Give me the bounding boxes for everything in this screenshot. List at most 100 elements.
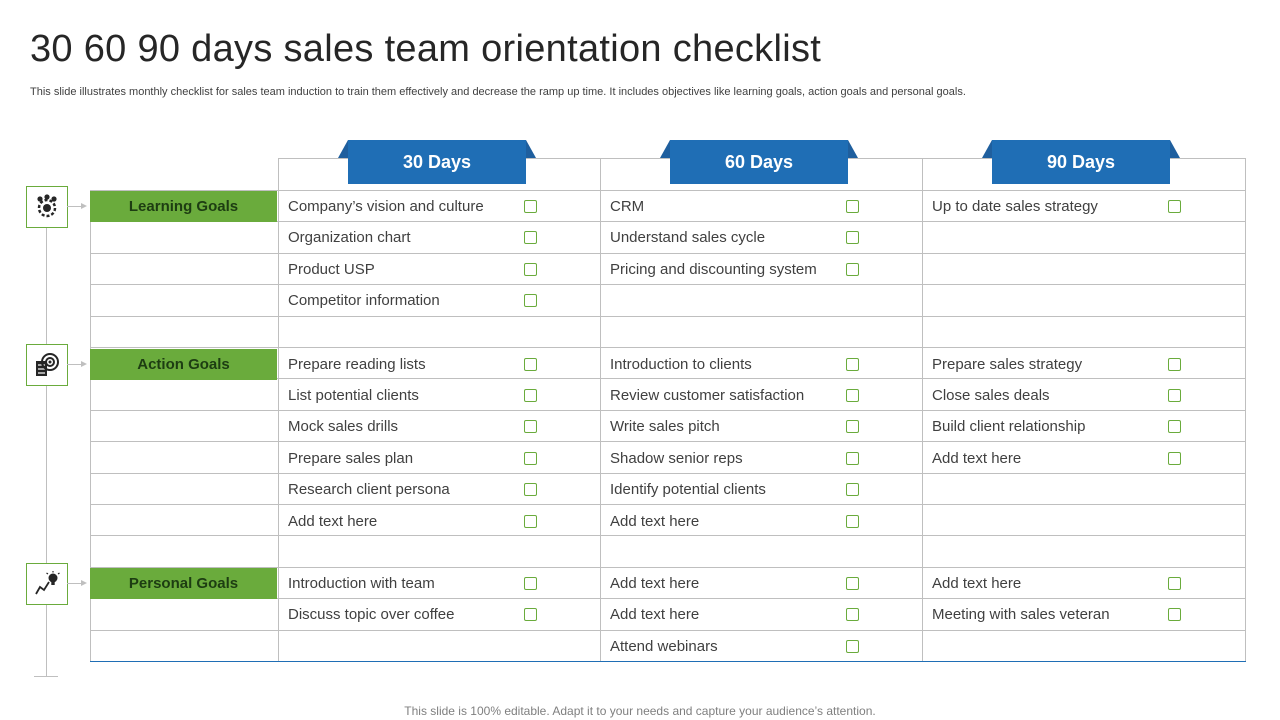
checklist-item-text: Prepare reading lists bbox=[288, 355, 426, 373]
grid-line bbox=[90, 504, 1245, 505]
day-header-label: 90 Days bbox=[992, 140, 1170, 184]
checklist-item-text: Shadow senior reps bbox=[610, 449, 743, 467]
checkbox[interactable] bbox=[1168, 388, 1181, 402]
checkbox[interactable] bbox=[1168, 357, 1181, 371]
checklist-item-text: Add text here bbox=[610, 512, 700, 530]
checkbox[interactable] bbox=[524, 388, 537, 402]
checklist-item-text: Discuss topic over coffee bbox=[288, 606, 455, 624]
grid-line bbox=[90, 378, 1245, 379]
checklist-item: Organization chart bbox=[288, 222, 600, 253]
checklist-item: Discuss topic over coffee bbox=[288, 599, 600, 630]
checkbox[interactable] bbox=[524, 294, 537, 308]
grid-line bbox=[90, 347, 1245, 348]
checklist-item-text: Introduction with team bbox=[288, 575, 435, 592]
checklist-item-text: Add text here bbox=[932, 575, 1022, 592]
checkbox[interactable] bbox=[1168, 577, 1181, 590]
checkbox[interactable] bbox=[846, 608, 859, 622]
grid-line bbox=[600, 158, 601, 661]
grid-line bbox=[90, 410, 1245, 411]
checklist-item-text: Organization chart bbox=[288, 229, 411, 247]
checklist-item: Product USP bbox=[288, 254, 600, 285]
connector-line bbox=[46, 227, 47, 677]
checklist-item: Introduction with team bbox=[288, 568, 600, 599]
grid-line bbox=[922, 158, 923, 661]
checklist-item: Add text here bbox=[610, 568, 922, 599]
arrow-learning bbox=[67, 203, 87, 209]
checkbox[interactable] bbox=[524, 262, 537, 276]
checkbox[interactable] bbox=[846, 357, 859, 371]
grid-line bbox=[90, 630, 1245, 631]
checkbox[interactable] bbox=[524, 577, 537, 590]
checkbox[interactable] bbox=[846, 262, 859, 276]
checklist-item: Close sales deals bbox=[932, 380, 1245, 411]
goal-label: Action Goals bbox=[90, 348, 277, 380]
checkbox[interactable] bbox=[1168, 420, 1181, 434]
checkbox[interactable] bbox=[846, 514, 859, 528]
checklist-item: Add text here bbox=[610, 506, 922, 537]
checkbox[interactable] bbox=[524, 483, 537, 497]
checklist-item-text: Add text here bbox=[610, 606, 700, 624]
checklist-item: Meeting with sales veteran bbox=[932, 599, 1245, 630]
checklist-item-text: Add text here bbox=[610, 575, 700, 592]
checkbox[interactable] bbox=[1168, 451, 1181, 465]
grid-line bbox=[90, 316, 1245, 317]
checklist-item: CRM bbox=[610, 191, 922, 222]
checkbox[interactable] bbox=[524, 514, 537, 528]
checklist-item-text: Prepare sales plan bbox=[288, 449, 414, 467]
arrow-personal bbox=[67, 580, 87, 586]
checklist-item-text: Add text here bbox=[288, 512, 378, 530]
checkbox[interactable] bbox=[846, 420, 859, 434]
checklist-item: Prepare sales strategy bbox=[932, 349, 1245, 380]
grid-line bbox=[90, 441, 1245, 442]
page-subtitle: This slide illustrates monthly checklist… bbox=[30, 86, 966, 98]
checkbox[interactable] bbox=[846, 577, 859, 590]
team-gear-icon bbox=[26, 186, 68, 228]
checklist-item-text: CRM bbox=[610, 198, 645, 215]
checkbox[interactable] bbox=[846, 231, 859, 245]
checklist-item: Add text here bbox=[288, 506, 600, 537]
day-header: 60 Days bbox=[660, 140, 858, 184]
checklist-item-text: Identify potential clients bbox=[610, 481, 766, 499]
grid-line bbox=[90, 473, 1245, 474]
checkbox[interactable] bbox=[524, 231, 537, 245]
checklist-item-text: Meeting with sales veteran bbox=[932, 606, 1110, 624]
checkbox[interactable] bbox=[846, 200, 859, 213]
table-bottom-border bbox=[90, 661, 1246, 662]
checkbox[interactable] bbox=[524, 608, 537, 622]
grid-line bbox=[278, 158, 279, 661]
day-header-label: 30 Days bbox=[348, 140, 526, 184]
checkbox[interactable] bbox=[524, 451, 537, 465]
checklist-item-text: Add text here bbox=[932, 449, 1022, 467]
checklist-item-text: Understand sales cycle bbox=[610, 229, 766, 247]
checklist-item-text: Prepare sales strategy bbox=[932, 355, 1083, 373]
checklist-item-text: Pricing and discounting system bbox=[610, 260, 817, 278]
checklist-item: Company’s vision and culture bbox=[288, 191, 600, 222]
checkbox[interactable] bbox=[1168, 200, 1181, 213]
grid-line bbox=[1245, 158, 1246, 661]
checkbox[interactable] bbox=[846, 483, 859, 497]
grid-line bbox=[90, 535, 1245, 536]
checklist-item-text: Research client persona bbox=[288, 481, 450, 499]
checklist-item: Prepare sales plan bbox=[288, 443, 600, 474]
checkbox[interactable] bbox=[846, 451, 859, 465]
day-header: 90 Days bbox=[982, 140, 1180, 184]
checklist-item: Pricing and discounting system bbox=[610, 254, 922, 285]
checkbox[interactable] bbox=[846, 639, 859, 653]
growth-bulb-icon bbox=[26, 563, 68, 605]
checkbox[interactable] bbox=[524, 357, 537, 371]
checklist-item: List potential clients bbox=[288, 380, 600, 411]
checklist-item: Add text here bbox=[932, 443, 1245, 474]
checklist-item-text: Build client relationship bbox=[932, 418, 1086, 436]
checkbox[interactable] bbox=[846, 388, 859, 402]
checkbox[interactable] bbox=[524, 200, 537, 213]
day-header-label: 60 Days bbox=[670, 140, 848, 184]
connector-base bbox=[34, 676, 58, 677]
goal-label: Personal Goals bbox=[90, 568, 277, 599]
checkbox[interactable] bbox=[1168, 608, 1181, 622]
checklist-item: Add text here bbox=[610, 599, 922, 630]
checklist-item-text: Company’s vision and culture bbox=[288, 198, 484, 215]
grid-line bbox=[90, 190, 1245, 191]
checkbox[interactable] bbox=[524, 420, 537, 434]
checklist-item: Mock sales drills bbox=[288, 411, 600, 442]
grid-line bbox=[90, 284, 1245, 285]
